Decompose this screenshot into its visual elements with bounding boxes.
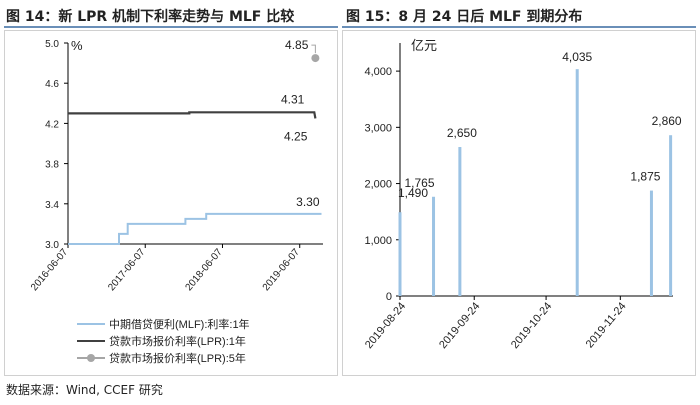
bar: [458, 147, 462, 296]
y-tick-label: 3.0: [45, 240, 59, 251]
data-label: 4.31: [281, 92, 305, 106]
mlf-maturity-bar-chart: 亿元 0 1,000 2,000 3,000 4,000 2019-08-24 2019-09…: [363, 38, 682, 351]
data-label: 2,650: [447, 126, 477, 140]
right-figure-title: 图 15：8 月 24 日后 MLF 到期分布: [346, 9, 583, 25]
left-chart-panel: % 3.0 3.4 3.8 4.2 4.6 5.0 2016-06-07 2017-06-07 2…: [4, 30, 338, 376]
data-label: 2,860: [652, 114, 682, 128]
legend-label: 贷款市场报价利率(LPR):5年: [109, 351, 246, 365]
x-tick-label: 2017-06-07: [106, 247, 148, 294]
bar: [398, 212, 402, 296]
y-tick-label: 4.2: [45, 119, 59, 130]
x-tick-label: 2019-11-24: [584, 300, 629, 350]
data-label: 4.25: [284, 129, 308, 143]
data-label: 1,875: [630, 170, 660, 184]
left-title-underline: [4, 26, 338, 28]
rate-line-chart: % 3.0 3.4 3.8 4.2 4.6 5.0 2016-06-07 2017-06-07 2…: [29, 38, 323, 365]
y-tick-label: 4,000: [364, 66, 392, 78]
right-chart-panel: 亿元 0 1,000 2,000 3,000 4,000 2019-08-24 2019-09…: [342, 30, 696, 376]
source-note: 数据来源：Wind, CCEF 研究: [6, 383, 163, 397]
x-tick-label: 2019-08-24: [363, 300, 408, 351]
data-label: 3.30: [296, 195, 320, 209]
left-figure-title: 图 14：新 LPR 机制下利率走势与 MLF 比较: [6, 9, 295, 25]
y-tick-label: 3,000: [364, 122, 392, 134]
x-tick-label: 2016-06-07: [29, 247, 71, 294]
bar: [669, 135, 673, 296]
y-tick-label: 0: [386, 291, 392, 303]
data-label: 4.85: [285, 38, 309, 52]
legend-label: 中期借贷便利(MLF):利率:1年: [109, 317, 250, 331]
y-tick-label: 3.4: [45, 200, 59, 211]
bar: [432, 196, 436, 296]
data-point: [311, 54, 320, 63]
series-line: [68, 212, 322, 245]
x-tick-label: 2018-06-07: [183, 247, 225, 294]
x-tick-label: 2019-09-24: [437, 300, 482, 351]
callout-line: [311, 44, 316, 54]
data-label: 4,035: [562, 50, 592, 64]
right-title-underline: [342, 26, 696, 28]
y-tick-label: 1,000: [364, 235, 392, 247]
y-tick-label: 4.6: [45, 79, 59, 90]
series-line: [68, 111, 317, 119]
y-tick-label: 5.0: [45, 39, 59, 50]
bar: [575, 69, 579, 296]
data-label: 1,765: [405, 176, 435, 190]
y-unit-label: %: [71, 38, 83, 53]
legend-marker: [87, 354, 95, 362]
y-tick-label: 2,000: [364, 179, 392, 191]
legend-label: 贷款市场报价利率(LPR):1年: [109, 334, 246, 348]
x-tick-label: 2019-06-07: [261, 247, 303, 294]
y-unit-label: 亿元: [411, 38, 437, 53]
bar: [649, 190, 653, 296]
y-tick-label: 3.8: [45, 160, 59, 171]
data-label: 1,490: [398, 186, 428, 200]
x-tick-label: 2019-10-24: [509, 300, 554, 351]
